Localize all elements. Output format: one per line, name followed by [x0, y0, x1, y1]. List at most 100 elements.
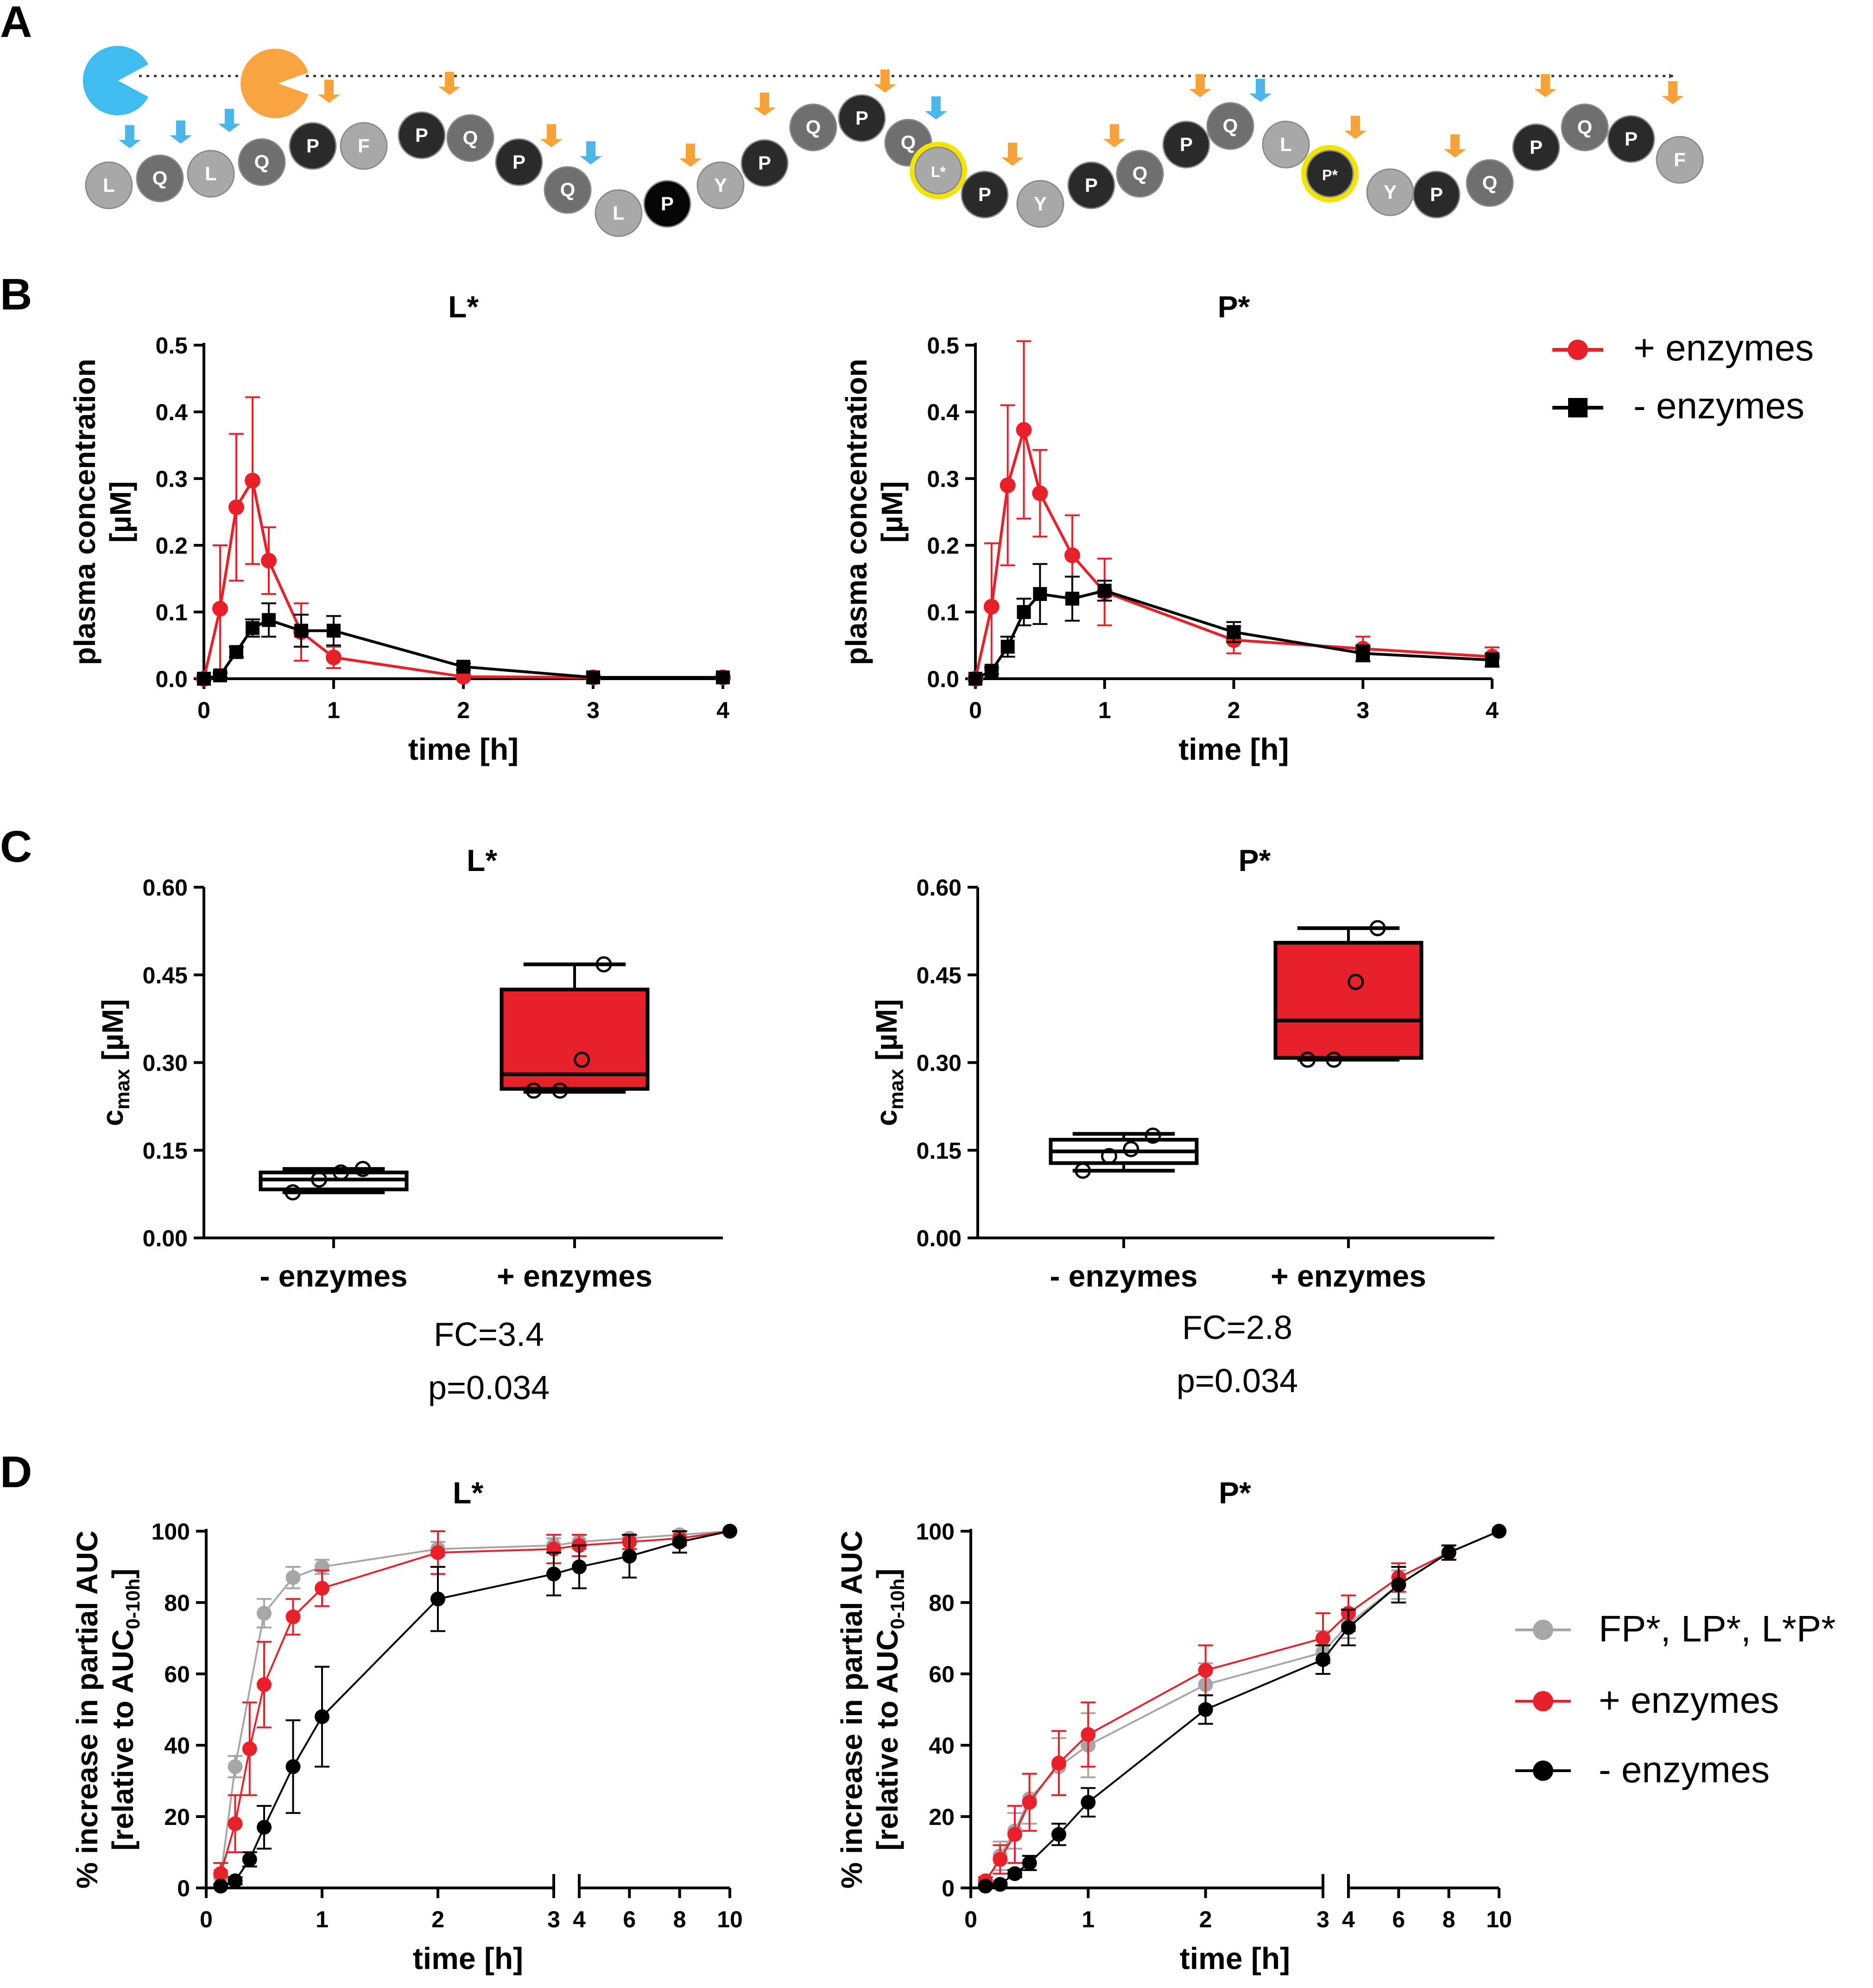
data-point	[1016, 422, 1032, 438]
residue-label: P	[661, 193, 674, 215]
data-point	[228, 499, 244, 515]
data-point	[1017, 605, 1031, 619]
box-0: - enzymes	[1049, 1127, 1199, 1293]
x-tick-label: 2	[431, 1906, 444, 1932]
y-tick-label: 0.00	[143, 1225, 188, 1251]
residue-label: L	[1280, 133, 1292, 155]
x-tick-label: 6	[623, 1906, 636, 1932]
y-tick-label: 20	[929, 1804, 955, 1830]
x-tick-label: 8	[1443, 1906, 1455, 1932]
data-point	[1299, 1051, 1316, 1068]
panel-label-b: B	[0, 270, 32, 319]
residue-bead	[544, 166, 592, 214]
residue-bead	[1656, 136, 1704, 184]
y-tick-label: 0.0	[927, 666, 959, 692]
data-point	[1032, 485, 1048, 501]
residue-bead	[1262, 120, 1310, 169]
data-point	[1081, 1727, 1096, 1742]
data-point	[1356, 646, 1370, 661]
data-point	[285, 1184, 301, 1201]
residue-bead	[238, 138, 286, 186]
residue-bead	[740, 139, 789, 187]
data-point	[716, 670, 730, 685]
series-0	[196, 396, 731, 687]
residue-bead	[595, 189, 643, 237]
y-tick-label: 0.1	[927, 600, 959, 625]
y-axis-label-subscript: 0-10h	[122, 1578, 144, 1629]
data-point	[242, 1741, 257, 1756]
y-tick-label: 100	[152, 1519, 190, 1545]
residue-label: Q	[901, 132, 916, 153]
data-point	[1022, 1855, 1037, 1871]
data-point	[246, 621, 259, 635]
panel-label-a: A	[0, 0, 32, 47]
x-tick-label: 10	[717, 1906, 743, 1932]
cleavage-site-arrow-icon	[1444, 134, 1466, 158]
cleavage-site-arrow-icon	[218, 109, 240, 132]
cleavage-site-arrow-icon	[1534, 74, 1557, 97]
data-point	[552, 1082, 568, 1099]
data-point	[228, 1873, 243, 1888]
residue-bead	[446, 114, 494, 162]
y-axis-label-line1: plasma concentration	[68, 359, 101, 665]
cleavage-site-arrow-icon	[1103, 124, 1126, 147]
data-point	[212, 600, 228, 617]
y-tick-label: 0	[177, 1875, 190, 1901]
residue-label: Q	[254, 151, 270, 173]
y-axis-label-text: [relative to AUC	[106, 1629, 139, 1851]
data-point	[315, 1581, 329, 1596]
residue-bead	[289, 122, 337, 170]
cleavage-site-arrow-icon	[1344, 116, 1367, 139]
data-point	[257, 1677, 272, 1692]
data-point	[1051, 1827, 1066, 1842]
cleavage-site-arrow-icon	[1189, 74, 1211, 97]
chart-title: L*	[453, 1476, 483, 1510]
residue-bead	[1412, 170, 1461, 219]
x-tick-label: 3	[1316, 1906, 1329, 1932]
y-tick-label: 0.60	[917, 875, 962, 901]
data-point	[1316, 1631, 1330, 1646]
category-label: - enzymes	[259, 1259, 407, 1293]
cleavage-site-arrow-icon	[170, 120, 192, 144]
y-tick-label: 0.45	[143, 962, 188, 988]
x-axis-label: time [h]	[408, 732, 519, 766]
residue-label: L	[613, 202, 625, 224]
data-point	[983, 599, 1000, 615]
y-tick-label: 0.4	[927, 399, 959, 425]
legend-d-label-minus: - enzymes	[1599, 1749, 1770, 1790]
y-tick-label: 0.4	[155, 399, 188, 425]
series-line	[220, 1530, 730, 1874]
series-1	[197, 602, 730, 686]
residue-bead	[136, 154, 184, 202]
series-line	[974, 589, 1493, 680]
y-tick-label: 0.2	[155, 533, 188, 559]
residue-label: Y	[1034, 193, 1047, 215]
cleavage-site-arrow-icon	[679, 144, 702, 167]
data-point	[1051, 1755, 1066, 1771]
residue-label: Y	[714, 174, 727, 196]
data-point	[984, 663, 999, 678]
y-tick-label: 80	[929, 1590, 955, 1616]
residue-label: F	[358, 135, 370, 157]
legend-b-marker-red	[1568, 340, 1588, 360]
x-tick-label: 3	[547, 1906, 560, 1932]
data-point	[257, 1820, 272, 1835]
y-tick-label: 0.5	[155, 333, 188, 359]
residue-bead	[914, 146, 962, 195]
data-point	[1369, 920, 1386, 936]
data-point	[993, 1852, 1008, 1867]
data-point	[1000, 477, 1016, 493]
y-tick-label: 80	[164, 1590, 190, 1616]
y-tick-label: 0.60	[143, 875, 188, 901]
residue-label: Q	[1482, 172, 1498, 194]
residue-label: P	[758, 152, 771, 174]
fold-change-label: FC=3.4	[434, 1316, 544, 1353]
data-point	[1022, 1795, 1037, 1810]
x-tick-label: 1	[316, 1906, 329, 1932]
residue-bead	[1067, 161, 1115, 209]
chart-title: P*	[1219, 1476, 1251, 1510]
data-point	[1326, 1051, 1342, 1068]
